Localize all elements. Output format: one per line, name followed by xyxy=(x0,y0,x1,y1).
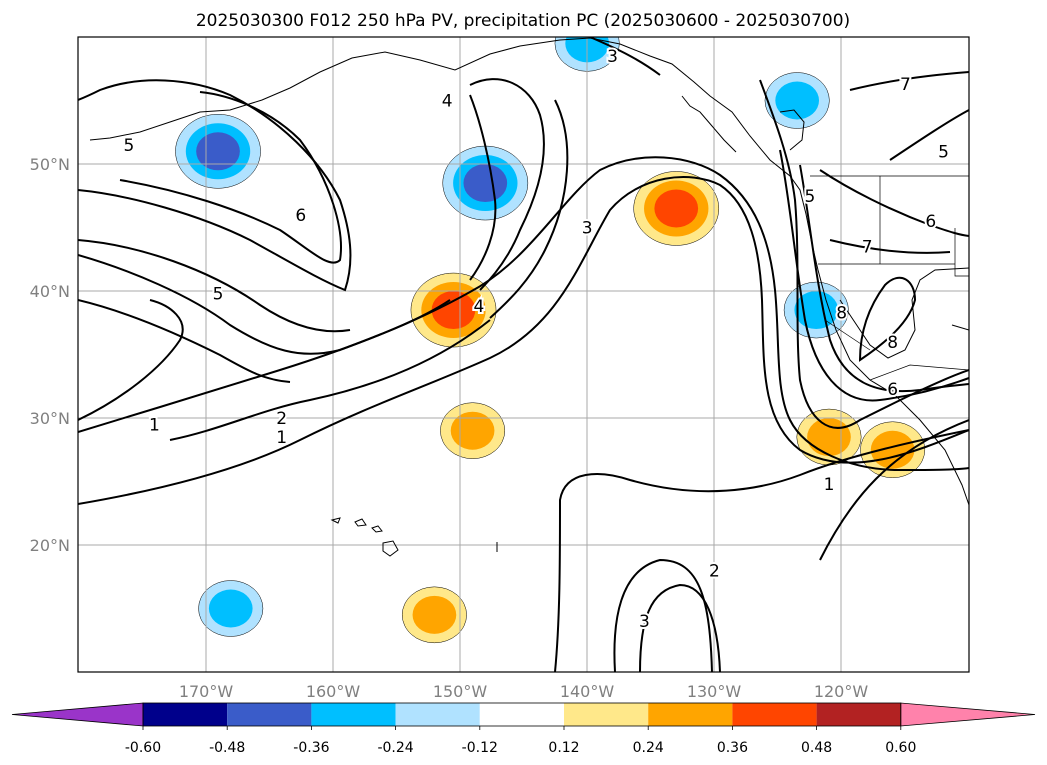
contour-label: 3 xyxy=(582,219,593,239)
precip-anomaly xyxy=(440,402,506,459)
y-axis-ticks: 20°N 30°N 40°N 50°N xyxy=(30,155,70,555)
contour-label: 7 xyxy=(900,75,911,95)
contour-label: 3 xyxy=(639,612,650,632)
contour-label: 1 xyxy=(149,415,160,435)
contour-label: 4 xyxy=(442,92,453,112)
precip-anomaly xyxy=(783,281,849,339)
y-tick-label: 40°N xyxy=(30,282,70,301)
precip-anomaly xyxy=(764,72,830,129)
x-tick-label: 160°W xyxy=(306,682,361,701)
contour-label: 5 xyxy=(804,187,815,207)
colorbar-extend-low xyxy=(11,702,144,727)
precip-anomaly xyxy=(401,586,467,644)
y-tick-label: 50°N xyxy=(30,155,70,174)
x-tick-label: 170°W xyxy=(179,682,234,701)
precip-anomaly xyxy=(633,171,720,246)
colorbar-segment xyxy=(564,703,649,726)
y-tick-label: 20°N xyxy=(30,536,70,555)
colorbar-segment xyxy=(227,703,312,726)
x-tick-label: 150°W xyxy=(433,682,488,701)
contour-label: 5 xyxy=(938,142,949,162)
y-tick-label: 30°N xyxy=(30,409,70,428)
colorbar-segment xyxy=(479,703,564,726)
colorbar-tick-label: -0.36 xyxy=(293,740,329,756)
colorbar-segment xyxy=(732,703,817,726)
precip-anomaly-layer xyxy=(175,37,926,644)
map-frame xyxy=(77,36,970,673)
colorbar-segment xyxy=(311,703,396,726)
colorbar-tick-label: -0.48 xyxy=(209,740,245,756)
colorbar-tick-label: 0.60 xyxy=(885,740,916,756)
contour-label: 8 xyxy=(887,333,898,353)
colorbar-tick-label: 0.48 xyxy=(801,740,832,756)
contour-label: 1 xyxy=(276,428,287,448)
colorbar-tick-label: 0.24 xyxy=(633,740,664,756)
contour-label: 3 xyxy=(607,47,618,67)
x-tick-label: 130°W xyxy=(687,682,742,701)
colorbar-tick-label: 0.36 xyxy=(717,740,748,756)
colorbar-frame xyxy=(142,702,902,727)
colorbar-segment xyxy=(648,703,733,726)
contour-label: 6 xyxy=(925,212,936,232)
precip-anomaly xyxy=(442,145,529,221)
contour-label: 5 xyxy=(124,136,135,156)
x-tick-label: 140°W xyxy=(560,682,615,701)
contour-label: 6 xyxy=(295,206,306,226)
state-borders xyxy=(810,175,969,381)
pv-contours xyxy=(78,37,969,672)
colorbar-segment xyxy=(143,703,228,726)
coastlines xyxy=(89,37,969,557)
contour-label: 8 xyxy=(836,304,847,324)
chart-title: 2025030300 F012 250 hPa PV, precipitatio… xyxy=(196,11,850,31)
x-axis-ticks: 170°W 160°W 150°W 140°W 130°W 120°W xyxy=(179,682,869,701)
contour-label: 5 xyxy=(213,285,224,305)
contour-label: 1 xyxy=(824,475,835,495)
contour-label: 4 xyxy=(474,297,485,317)
contour-label: 7 xyxy=(862,238,873,258)
colorbar-segment xyxy=(816,703,901,726)
colorbar: -0.60 -0.48 -0.36 -0.24 -0.12 0.12 0.24 0.36 0.4… xyxy=(11,702,1036,756)
colorbar-tick-label: -0.24 xyxy=(377,740,413,756)
precip-anomaly xyxy=(198,580,264,637)
colorbar-tick-label: -0.12 xyxy=(462,740,498,756)
precip-anomaly xyxy=(796,408,862,466)
precip-anomaly xyxy=(175,114,261,189)
gridlines xyxy=(78,37,969,672)
colorbar-segment xyxy=(395,703,480,726)
precip-anomaly xyxy=(410,272,497,348)
contour-label: 2 xyxy=(709,561,720,581)
contour-label: 2 xyxy=(276,409,287,429)
colorbar-tick-label: -0.60 xyxy=(125,740,161,756)
contour-label: 6 xyxy=(887,380,898,400)
colorbar-extend-high xyxy=(900,702,1036,727)
colorbar-tick-label: 0.12 xyxy=(548,740,579,756)
x-tick-label: 120°W xyxy=(814,682,869,701)
